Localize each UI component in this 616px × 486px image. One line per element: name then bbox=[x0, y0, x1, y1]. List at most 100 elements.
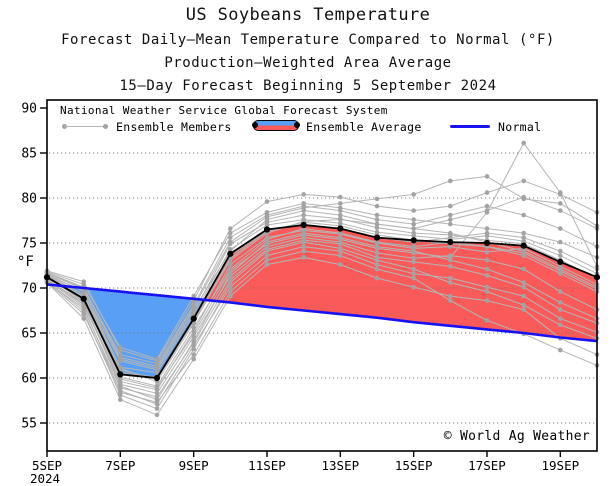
y-tick-label: 85 bbox=[21, 147, 37, 162]
ensemble-member-point bbox=[301, 212, 307, 218]
ensemble-member-point bbox=[374, 239, 380, 245]
ensemble-member-point bbox=[558, 201, 563, 206]
ensemble-member-point bbox=[228, 239, 233, 245]
ensemble-average-point bbox=[263, 226, 271, 233]
ensemble-member-point bbox=[484, 249, 490, 255]
ensemble-member-point bbox=[448, 275, 453, 281]
chart-subtitle-1: Forecast Daily–Mean Temperature Compared… bbox=[61, 32, 555, 48]
legend-label-normal: Normal bbox=[498, 120, 542, 134]
ensemble-member-point bbox=[521, 212, 526, 218]
ensemble-member-point bbox=[411, 208, 417, 213]
ensemble-member-line bbox=[46, 256, 598, 416]
ensemble-member-point bbox=[191, 334, 196, 339]
ensemble-member-point bbox=[521, 284, 526, 290]
ensemble-member-point bbox=[338, 201, 343, 206]
ensemble-member-point bbox=[81, 304, 86, 310]
ensemble-member-point bbox=[521, 235, 526, 240]
ensemble-member-point bbox=[191, 293, 196, 299]
ensemble-member-point bbox=[154, 412, 160, 418]
ensemble-member-point bbox=[521, 250, 526, 256]
plot-frame bbox=[46, 99, 598, 452]
ensemble-member-point bbox=[264, 199, 270, 204]
ensemble-member-point bbox=[521, 266, 526, 272]
ensemble-member-line bbox=[46, 250, 598, 403]
normal-line bbox=[46, 283, 598, 343]
ensemble-member-line bbox=[46, 237, 598, 394]
ensemble-member-point bbox=[411, 230, 417, 236]
ensemble-average-point bbox=[483, 239, 491, 247]
ensemble-member-point bbox=[338, 212, 343, 218]
ensemble-member-point bbox=[448, 293, 453, 299]
ensemble-member-point bbox=[191, 346, 196, 352]
ensemble-member-point bbox=[411, 259, 417, 265]
ensemble-member-point bbox=[411, 192, 417, 197]
fill-above-normal bbox=[205, 225, 597, 342]
ensemble-member-point bbox=[521, 302, 526, 308]
ensemble-member-point bbox=[264, 214, 270, 220]
ensemble-member-point bbox=[448, 264, 453, 269]
ensemble-member-point bbox=[484, 318, 490, 323]
y-tick-label: 80 bbox=[21, 192, 37, 207]
ensemble-member-point bbox=[154, 367, 160, 373]
ensemble-member-point bbox=[374, 221, 380, 227]
legend-label-ensemble-members: Ensemble Members bbox=[116, 120, 232, 134]
y-tick-label: 65 bbox=[21, 327, 37, 342]
ensemble-member-point bbox=[191, 304, 196, 310]
ensemble-member-point bbox=[264, 262, 270, 267]
ensemble-member-point bbox=[558, 307, 563, 312]
ensemble-member-point bbox=[374, 217, 380, 222]
y-axis-label: °F bbox=[17, 254, 34, 270]
ensemble-member-point bbox=[374, 262, 380, 267]
chart-header: US Soybeans Temperature Forecast Daily–M… bbox=[0, 0, 616, 101]
ensemble-member-line bbox=[46, 239, 598, 398]
ensemble-member-point bbox=[374, 250, 380, 256]
ensemble-member-point bbox=[81, 311, 86, 317]
ensemble-member-point bbox=[484, 174, 490, 179]
ensemble-member-point bbox=[374, 203, 380, 209]
ensemble-member-point bbox=[338, 253, 343, 258]
ensemble-member-point bbox=[228, 268, 233, 274]
ensemble-average-point bbox=[337, 225, 344, 232]
ensemble-member-point bbox=[448, 232, 453, 238]
ensemble-member-point bbox=[411, 250, 417, 256]
ensemble-member-point bbox=[558, 239, 563, 245]
normal-line-icon bbox=[450, 125, 490, 129]
x-tick-label: 13SEP bbox=[322, 458, 360, 473]
ensemble-member-point bbox=[191, 310, 196, 315]
x-tick-label: 5SEP bbox=[32, 458, 62, 473]
ensemble-member-point bbox=[558, 268, 563, 274]
ensemble-member-point bbox=[448, 203, 453, 209]
ensemble-member-point bbox=[191, 356, 196, 362]
ensemble-member-point bbox=[374, 246, 380, 251]
ensemble-member-point bbox=[374, 196, 380, 202]
ensemble-member-line bbox=[46, 180, 598, 362]
x-tick-label: 15SEP bbox=[395, 458, 433, 473]
ensemble-member-point bbox=[448, 217, 453, 222]
ensemble-member-point bbox=[484, 266, 490, 272]
ensemble-member-point bbox=[484, 210, 490, 215]
y-tick-label: 70 bbox=[21, 282, 37, 297]
ensemble-member-point bbox=[411, 217, 417, 222]
ensemble-member-point bbox=[228, 284, 233, 290]
x-tick-label: 9SEP bbox=[179, 458, 209, 473]
ensemble-member-point bbox=[154, 406, 160, 411]
chart-subtitle-3: 15–Day Forecast Beginning 5 September 20… bbox=[119, 78, 497, 94]
ensemble-member-point bbox=[118, 355, 123, 360]
ensemble-member-point bbox=[521, 307, 526, 312]
ensemble-member-point bbox=[411, 275, 417, 281]
ensemble-member-point bbox=[264, 237, 270, 242]
ensemble-member-point bbox=[374, 212, 380, 218]
ensemble-member-point bbox=[154, 391, 160, 396]
member-dot-icon bbox=[103, 124, 108, 129]
ensemble-members-icon bbox=[62, 123, 108, 131]
ensemble-member-point bbox=[338, 262, 343, 267]
ensemble-member-point bbox=[301, 255, 307, 260]
legend-label-ensemble-average: Ensemble Average bbox=[306, 120, 422, 134]
ensemble-member-point bbox=[154, 400, 160, 405]
ensemble-member-point bbox=[154, 394, 160, 400]
ensemble-member-point bbox=[448, 280, 453, 285]
ensemble-member-point bbox=[558, 300, 563, 305]
y-tick-label: 75 bbox=[21, 237, 37, 252]
ensemble-member-line bbox=[46, 205, 598, 365]
y-tick-label: 60 bbox=[21, 372, 37, 387]
